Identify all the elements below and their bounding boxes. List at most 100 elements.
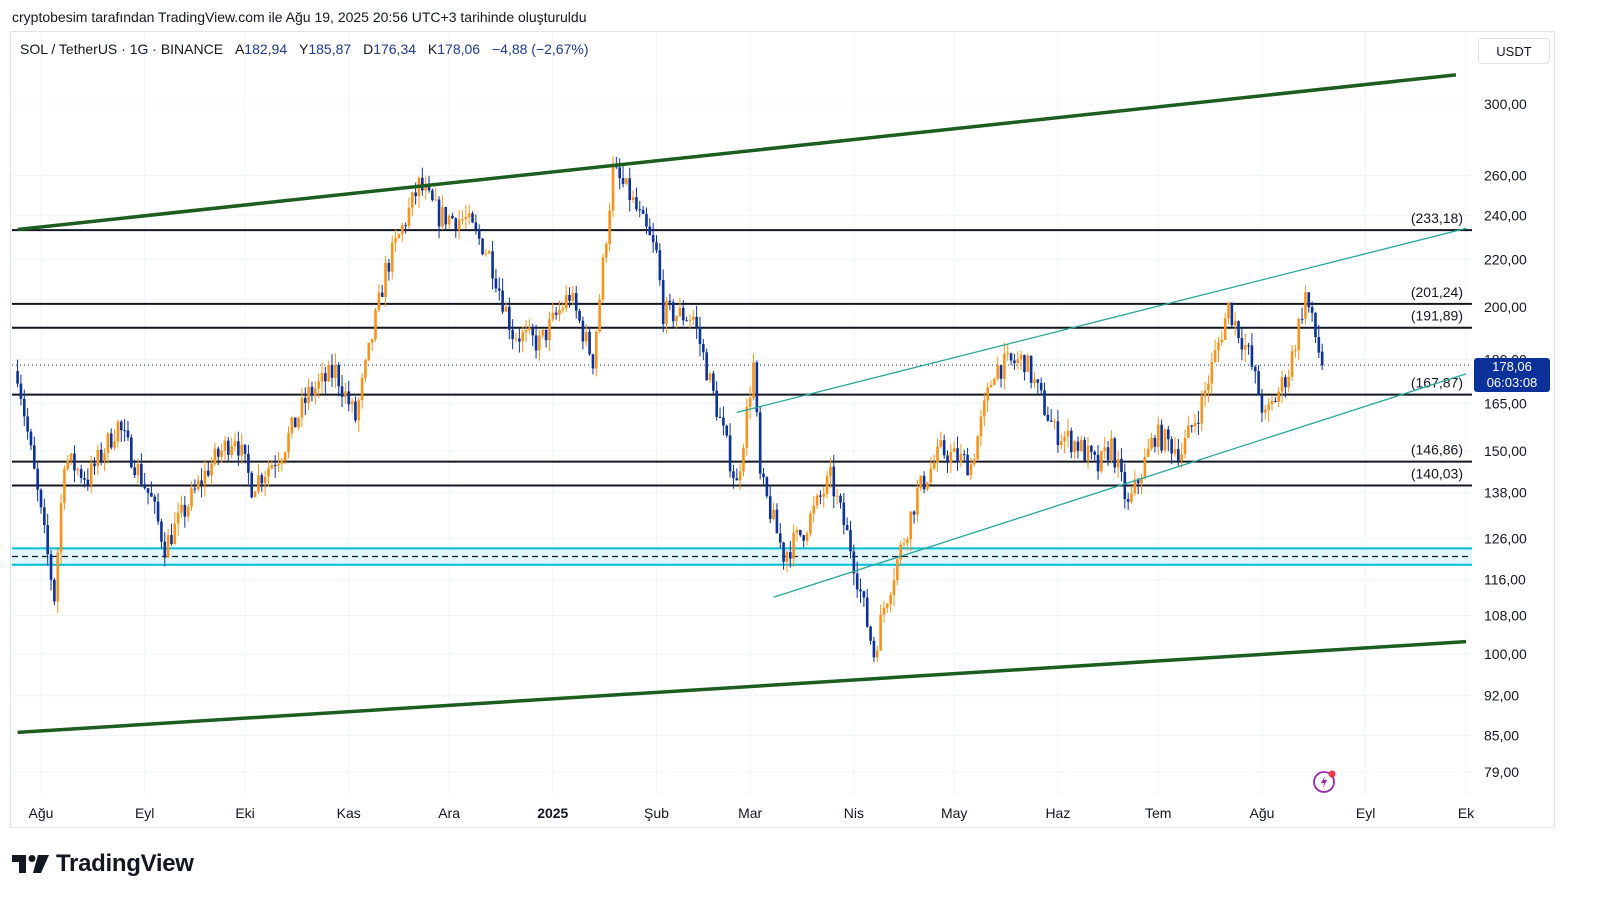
candle-body: [584, 331, 588, 342]
candle-body: [140, 464, 143, 485]
candle-body: [675, 315, 678, 322]
candle-body: [307, 386, 310, 403]
candle-body: [715, 390, 719, 417]
candle-body: [297, 417, 300, 428]
candle-body: [1116, 458, 1120, 468]
candle-body: [1166, 429, 1170, 440]
candle-body: [451, 215, 454, 219]
candle-body: [400, 225, 404, 235]
candle-body: [508, 306, 511, 330]
candle-body: [273, 465, 277, 467]
candle-body: [431, 190, 434, 201]
candle-body: [1140, 478, 1143, 484]
candle-body: [605, 244, 608, 258]
candle-body: [678, 307, 682, 316]
candle-body: [1213, 350, 1217, 363]
candle-body: [919, 475, 923, 489]
candle-body: [193, 488, 197, 490]
candle-body: [528, 327, 531, 331]
tradingview-wordmark: TradingView: [56, 850, 194, 877]
candle-body: [424, 186, 427, 191]
candle-body: [170, 534, 173, 545]
candle-body: [36, 468, 39, 490]
candle-body: [227, 440, 230, 455]
candle-body: [1300, 318, 1304, 320]
low-label: D: [363, 41, 374, 57]
candle-body: [685, 320, 688, 322]
candle-body: [538, 335, 541, 351]
candle-body: [86, 479, 90, 486]
candle-body: [668, 300, 672, 303]
candle-body: [1150, 437, 1153, 449]
candle-body: [705, 352, 708, 381]
flash-icon[interactable]: [1312, 768, 1338, 799]
x-tick-label: Ağu: [29, 805, 54, 821]
candle-body: [778, 533, 782, 543]
candle-body: [357, 400, 361, 421]
candle-body: [835, 495, 839, 497]
currency-button[interactable]: USDT: [1478, 38, 1550, 64]
y-tick-label: 240,00: [1484, 208, 1527, 224]
candle-body: [1026, 355, 1030, 373]
candle-body: [926, 482, 929, 490]
candle-body: [1253, 366, 1257, 372]
candle-body: [1106, 447, 1110, 461]
open-value: 182,94: [244, 41, 288, 57]
candle-body: [511, 329, 514, 339]
x-tick-label: Eyl: [135, 805, 154, 821]
candle-body: [390, 242, 394, 272]
candle-body: [56, 552, 60, 602]
tradingview-logo: TradingView: [12, 850, 194, 878]
tradingview-logo-icon: [12, 855, 49, 873]
candle-body: [521, 332, 524, 342]
candle-body: [1207, 383, 1210, 391]
candle-body: [73, 453, 76, 471]
trend-line: [736, 227, 1467, 414]
last-price: 178,06: [1492, 359, 1532, 374]
candle-body: [591, 354, 595, 369]
open-label: A: [234, 41, 245, 57]
candle-body: [1247, 345, 1250, 347]
candle-body: [1170, 439, 1173, 454]
candle-body: [454, 218, 458, 230]
candle-body: [956, 448, 959, 463]
candle-body: [1320, 351, 1324, 366]
x-tick-label: Eki: [235, 805, 254, 821]
candle-body: [180, 504, 183, 513]
candle-body: [407, 207, 411, 226]
candle-body: [76, 469, 80, 471]
candle-body: [1260, 395, 1264, 413]
y-tick-label: 150,00: [1484, 443, 1527, 459]
candle-body: [1263, 409, 1267, 413]
candle-body: [53, 579, 56, 602]
candle-body: [176, 512, 180, 524]
candle-body: [712, 373, 715, 391]
candle-body: [263, 476, 267, 484]
candle-body: [233, 441, 237, 447]
candle-body: [29, 431, 33, 446]
candle-body: [621, 178, 625, 184]
candle-body: [99, 449, 103, 461]
candle-body: [859, 589, 862, 592]
level-label: (146,86): [1411, 442, 1463, 458]
candle-body: [611, 165, 615, 211]
candle-body: [310, 386, 314, 396]
candle-body: [461, 219, 464, 221]
candle-body: [1277, 391, 1280, 403]
candle-body: [457, 219, 461, 230]
candle-body: [1143, 456, 1147, 479]
candle-body: [912, 511, 916, 515]
candle-body: [922, 475, 926, 490]
candle-body: [1203, 390, 1207, 397]
candle-body: [210, 463, 213, 476]
candle-body: [474, 222, 478, 230]
candle-body: [223, 440, 227, 451]
candle-body: [501, 290, 504, 312]
candle-body: [571, 293, 575, 301]
candle-body: [1307, 292, 1311, 308]
candle-body: [471, 213, 474, 223]
candle-body: [1180, 454, 1183, 461]
candle-body: [437, 199, 441, 227]
candle-body: [1237, 321, 1240, 339]
